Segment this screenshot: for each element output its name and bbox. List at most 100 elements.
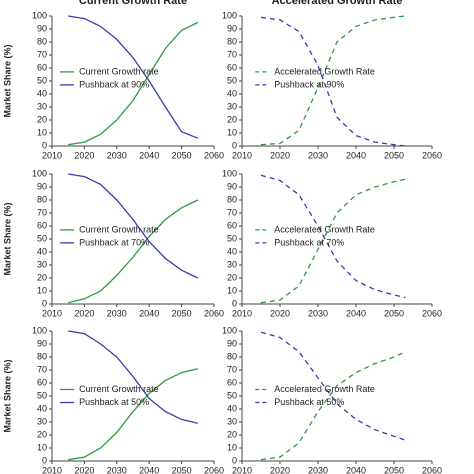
series-line <box>68 330 198 424</box>
y-tick-label: 100 <box>32 325 47 335</box>
y-tick-label: 70 <box>227 207 237 217</box>
y-tick-label: 0 <box>42 298 47 308</box>
x-tick-label: 2050 <box>384 150 404 160</box>
x-tick-label: 2010 <box>232 150 252 160</box>
x-tick-label: 2040 <box>139 150 159 160</box>
y-tick-label: 30 <box>227 101 237 111</box>
y-tick-label: 40 <box>37 246 47 256</box>
y-axis-label: Market Share (%) <box>2 202 12 275</box>
y-tick-label: 50 <box>227 233 237 243</box>
y-tick-label: 20 <box>37 429 47 439</box>
y-axis-label: Market Share (%) <box>2 359 12 432</box>
legend-label: Pushback at 50% <box>274 397 344 407</box>
x-tick-label: 2060 <box>422 150 442 160</box>
series-line <box>260 15 406 146</box>
series-line <box>260 174 406 299</box>
x-tick-label: 2020 <box>270 308 290 318</box>
series-line <box>68 15 199 139</box>
y-tick-label: 0 <box>232 455 237 465</box>
y-tick-label: 60 <box>227 62 237 72</box>
legend-label: Pushback at 50% <box>79 397 149 407</box>
y-tick-label: 60 <box>227 377 237 387</box>
y-tick-label: 100 <box>32 10 47 20</box>
legend-label: Accelerated Growth Rate <box>274 384 375 394</box>
y-tick-label: 70 <box>227 364 237 374</box>
y-tick-label: 40 <box>37 403 47 413</box>
legend-label: Pushback at 90% <box>274 79 344 89</box>
x-tick-label: 2060 <box>422 308 442 318</box>
y-tick-label: 90 <box>37 338 47 348</box>
y-tick-label: 60 <box>227 220 237 230</box>
y-tick-label: 30 <box>227 416 237 426</box>
x-tick-label: 2050 <box>384 465 404 474</box>
x-tick-label: 2030 <box>107 150 127 160</box>
x-tick-label: 2010 <box>232 308 252 318</box>
chart-title: Current Growth Rate <box>79 0 187 7</box>
y-tick-label: 90 <box>37 23 47 33</box>
x-tick-label: 2040 <box>346 465 366 474</box>
series-line <box>68 21 199 146</box>
x-tick-label: 2040 <box>346 308 366 318</box>
x-tick-label: 2060 <box>204 465 224 474</box>
x-tick-label: 2050 <box>172 150 192 160</box>
x-tick-label: 2040 <box>139 465 159 474</box>
y-tick-label: 50 <box>227 75 237 85</box>
y-tick-label: 40 <box>227 403 237 413</box>
x-tick-label: 2010 <box>232 465 252 474</box>
legend-label: Current Growth rate <box>79 224 159 234</box>
y-tick-label: 0 <box>232 298 237 308</box>
legend-label: Pushback at 70% <box>274 237 344 247</box>
x-tick-label: 2020 <box>270 465 290 474</box>
y-tick-label: 40 <box>227 246 237 256</box>
legend-label: Current Growth rate <box>79 66 159 76</box>
y-tick-label: 10 <box>37 127 47 137</box>
y-tick-label: 20 <box>227 272 237 282</box>
y-tick-label: 60 <box>37 377 47 387</box>
x-tick-label: 2030 <box>308 150 328 160</box>
y-tick-label: 100 <box>32 168 47 178</box>
y-tick-label: 10 <box>227 285 237 295</box>
series-line <box>260 351 406 461</box>
y-tick-label: 30 <box>37 101 47 111</box>
y-tick-label: 20 <box>227 429 237 439</box>
y-tick-label: 0 <box>42 455 47 465</box>
x-tick-label: 2050 <box>384 308 404 318</box>
y-tick-label: 10 <box>227 127 237 137</box>
legend-label: Pushback at 70% <box>79 237 149 247</box>
x-tick-label: 2050 <box>172 465 192 474</box>
y-tick-label: 50 <box>37 233 47 243</box>
x-tick-label: 2010 <box>42 150 62 160</box>
x-tick-label: 2020 <box>270 150 290 160</box>
y-tick-label: 90 <box>227 181 237 191</box>
legend-label: Pushback at 90% <box>79 79 149 89</box>
y-tick-label: 80 <box>37 194 47 204</box>
y-tick-label: 80 <box>227 351 237 361</box>
x-tick-label: 2010 <box>42 308 62 318</box>
y-tick-label: 50 <box>37 75 47 85</box>
y-tick-label: 60 <box>37 220 47 230</box>
y-tick-label: 20 <box>37 114 47 124</box>
x-tick-label: 2010 <box>42 465 62 474</box>
x-tick-label: 2050 <box>172 308 192 318</box>
chart-title: Accelerated Growth Rate <box>272 0 403 7</box>
series-line <box>260 16 406 147</box>
x-tick-label: 2020 <box>74 465 94 474</box>
y-tick-label: 50 <box>37 390 47 400</box>
x-tick-label: 2060 <box>422 465 442 474</box>
y-tick-label: 70 <box>37 364 47 374</box>
series-line <box>68 199 199 304</box>
y-tick-label: 40 <box>227 88 237 98</box>
x-tick-label: 2030 <box>308 465 328 474</box>
y-tick-label: 90 <box>227 23 237 33</box>
y-tick-label: 30 <box>227 259 237 269</box>
y-tick-label: 100 <box>222 168 237 178</box>
y-tick-label: 80 <box>37 36 47 46</box>
series-line <box>68 368 198 461</box>
y-tick-label: 90 <box>227 338 237 348</box>
y-tick-label: 50 <box>227 390 237 400</box>
y-tick-label: 70 <box>227 49 237 59</box>
y-tick-label: 80 <box>227 36 237 46</box>
legend-label: Accelerated Growth Rate <box>274 66 375 76</box>
y-tick-label: 10 <box>227 442 237 452</box>
